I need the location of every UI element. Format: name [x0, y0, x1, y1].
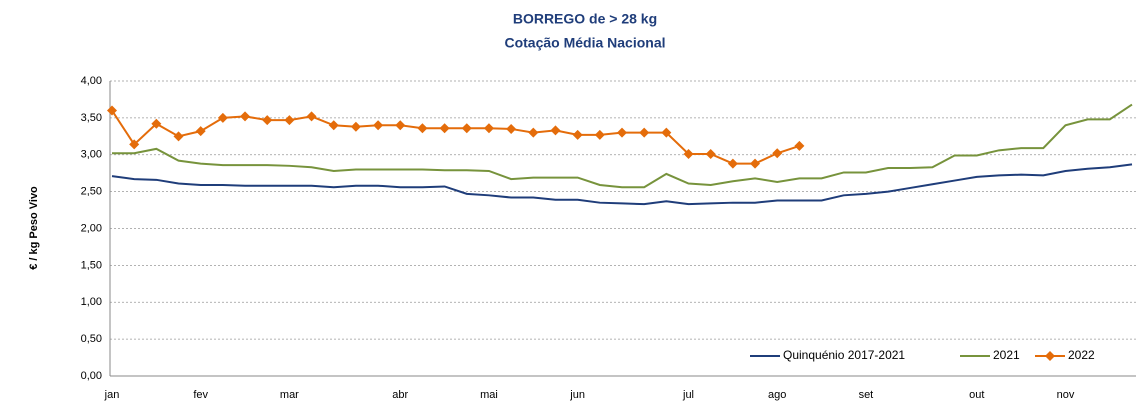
marker: [328, 120, 339, 131]
x-tick-label: jan: [104, 389, 120, 401]
marker: [794, 140, 805, 151]
y-tick-label: 0,50: [81, 333, 102, 345]
line: [112, 103, 1133, 189]
marker: [572, 129, 583, 140]
marker: [661, 127, 672, 138]
y-tick-label: 4,00: [81, 75, 102, 87]
legend-label: 2022: [1068, 348, 1095, 362]
marker: [395, 120, 406, 131]
legend-label: Quinquénio 2017-2021: [783, 348, 905, 362]
line: [111, 109, 800, 165]
marker: [107, 105, 117, 116]
marker: [550, 125, 561, 136]
y-tick-label: 3,50: [81, 112, 102, 124]
marker: [772, 148, 783, 159]
marker: [417, 123, 428, 134]
y-tick-label: 2,00: [81, 222, 102, 234]
marker: [151, 118, 162, 129]
marker: [461, 123, 472, 134]
marker: [262, 115, 273, 126]
chart-title: BORREGO de > 28 kg: [513, 11, 657, 27]
x-tick-label: jul: [682, 389, 694, 401]
marker: [683, 149, 694, 160]
marker: [750, 158, 761, 169]
y-tick-label: 2,50: [81, 186, 102, 198]
marker: [528, 127, 539, 138]
x-tick-label: mai: [480, 389, 498, 401]
y-tick-label: 3,00: [81, 149, 102, 161]
marker: [373, 120, 384, 131]
y-tick-label: 1,00: [81, 296, 102, 308]
x-tick-label: ago: [768, 389, 786, 401]
x-tick-label: nov: [1057, 389, 1075, 401]
marker: [284, 115, 295, 126]
x-tick-label: out: [969, 389, 984, 401]
y-tick-label: 0,00: [81, 370, 102, 382]
marker: [173, 131, 184, 142]
marker: [217, 112, 228, 123]
legend-marker: [1045, 351, 1055, 361]
marker: [240, 111, 251, 122]
marker: [439, 123, 450, 134]
marker: [195, 126, 206, 137]
marker: [306, 111, 317, 122]
marker: [350, 121, 361, 132]
marker: [506, 123, 517, 134]
y-axis-label: € / kg Peso Vivo: [28, 186, 40, 270]
marker: [483, 123, 494, 134]
x-tick-label: mar: [280, 389, 299, 401]
line: [111, 163, 1133, 206]
marker: [617, 127, 627, 138]
x-tick-label: fev: [193, 389, 208, 401]
x-tick-label: jun: [569, 389, 585, 401]
marker: [129, 139, 140, 150]
marker: [705, 149, 716, 160]
chart-subtitle: Cotação Média Nacional: [504, 35, 665, 51]
marker: [594, 129, 605, 140]
y-tick-label: 1,50: [81, 259, 102, 271]
x-tick-label: set: [859, 389, 874, 401]
legend-label: 2021: [993, 348, 1020, 362]
marker: [639, 127, 650, 138]
marker: [727, 158, 738, 169]
x-tick-label: abr: [392, 389, 408, 401]
